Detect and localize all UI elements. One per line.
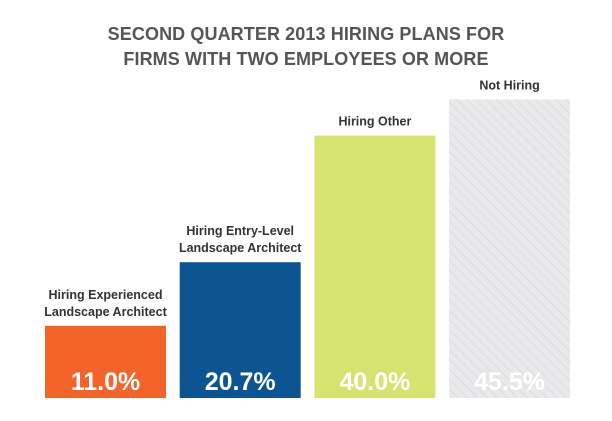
value-label-1: 11.0%: [71, 368, 141, 396]
labels-group: 11.0% Hiring Experienced Landscape Archite…: [44, 79, 545, 397]
bar-1: [45, 325, 166, 398]
bar-4: [449, 99, 571, 398]
chart-title-line-2: FIRMS WITH TWO EMPLOYEES OR MORE: [123, 49, 489, 69]
value-label-2: 20.7%: [205, 368, 276, 396]
category-label-3-line-1: Hiring Other: [338, 115, 411, 129]
value-label-3: 40.0%: [339, 368, 410, 396]
category-label-2-line-1: Hiring Entry-Level: [186, 224, 294, 238]
bar-2: [179, 262, 301, 398]
chart-title: SECOND QUARTER 2013 HIRING PLANS FOR FIR…: [0, 22, 612, 72]
category-label-1-line-2: Landscape Architect: [44, 305, 167, 319]
category-label-1-line-1: Hiring Experienced: [49, 288, 163, 302]
category-label-2-line-2: Landscape Architect: [179, 241, 302, 255]
value-label-4: 45.5%: [474, 368, 545, 396]
bars-group: [45, 99, 571, 398]
category-label-4-line-1: Not Hiring: [479, 79, 539, 93]
chart-title-line-1: SECOND QUARTER 2013 HIRING PLANS FOR: [107, 24, 505, 44]
bar-3: [314, 135, 436, 398]
